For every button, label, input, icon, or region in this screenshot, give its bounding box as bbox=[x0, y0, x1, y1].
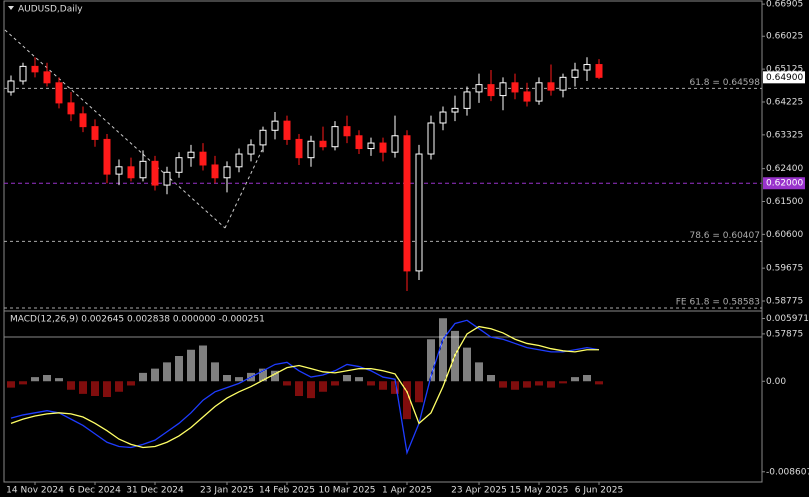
candle-body bbox=[19, 65, 27, 82]
x-tick-label: 14 Feb 2025 bbox=[259, 486, 315, 496]
candle-body bbox=[55, 82, 63, 104]
candle-body bbox=[523, 91, 531, 102]
candle-body bbox=[547, 82, 555, 91]
trend-line bbox=[4, 29, 226, 229]
candle-body bbox=[259, 129, 267, 146]
candle-body bbox=[79, 113, 87, 128]
y-tick-label: 0.00 bbox=[766, 377, 786, 387]
candle-body bbox=[223, 166, 231, 179]
candle-body bbox=[451, 107, 459, 113]
candle-body bbox=[583, 64, 591, 71]
price-marker-label: 0.64900 bbox=[766, 73, 803, 83]
candle-body bbox=[7, 80, 15, 93]
candle-body bbox=[175, 157, 183, 173]
macd-title: MACD(12,26,9) 0.002645 0.002838 0.000000… bbox=[10, 315, 265, 325]
x-tick-label: 14 Nov 2024 bbox=[6, 486, 64, 496]
candle-body bbox=[115, 166, 123, 175]
candle-body bbox=[31, 65, 39, 73]
y-tick-label: 0.57875 bbox=[766, 329, 803, 339]
candle-body bbox=[439, 111, 447, 124]
candle-body bbox=[379, 142, 387, 153]
candle-body bbox=[535, 82, 543, 102]
level-label: 61.8 = 0.64598 bbox=[689, 78, 760, 88]
y-tick-label: -0.008607 bbox=[766, 467, 809, 477]
candle-body bbox=[127, 166, 135, 179]
candle-body bbox=[427, 122, 435, 155]
y-tick-label: 0.66025 bbox=[766, 32, 803, 42]
candle-body bbox=[367, 142, 375, 150]
price-marker bbox=[763, 71, 805, 84]
macd-line bbox=[10, 325, 599, 449]
candle-body bbox=[355, 135, 363, 150]
candle-body bbox=[499, 82, 507, 97]
candle-body bbox=[247, 144, 255, 155]
candle-body bbox=[139, 160, 147, 179]
x-tick-label: 1 Apr 2025 bbox=[382, 486, 432, 496]
macd-line bbox=[10, 319, 600, 456]
y-tick-label: 0.58775 bbox=[766, 297, 803, 307]
candle-body bbox=[67, 102, 75, 115]
chart-title: AUDUSD,Daily bbox=[18, 5, 83, 15]
x-tick-label: 6 Dec 2024 bbox=[69, 486, 121, 496]
y-tick-label: 0.63325 bbox=[766, 130, 803, 140]
candle-body bbox=[235, 153, 243, 168]
candle-body bbox=[199, 151, 207, 166]
x-tick-label: 15 May 2025 bbox=[510, 486, 569, 496]
level-label: FE 61.8 = 0.58583 bbox=[676, 298, 760, 308]
y-tick-label: 0.005971 bbox=[766, 314, 809, 324]
price-marker bbox=[763, 177, 805, 190]
menu-arrow bbox=[8, 6, 14, 10]
candle-body bbox=[295, 138, 303, 159]
y-tick-label: 0.64225 bbox=[766, 97, 803, 107]
macd-pane bbox=[3, 310, 763, 483]
candle-body bbox=[475, 84, 483, 93]
candle-body bbox=[571, 69, 579, 78]
x-tick-label: 10 Mar 2025 bbox=[318, 486, 375, 496]
candle-body bbox=[391, 135, 399, 153]
candle-body bbox=[187, 151, 195, 159]
candle-body bbox=[415, 153, 423, 272]
candle-body bbox=[283, 120, 291, 140]
x-tick-label: 6 Jun 2025 bbox=[575, 486, 623, 496]
y-tick-label: 0.62400 bbox=[766, 164, 803, 174]
candle-body bbox=[151, 160, 159, 186]
y-tick-label: 0.61500 bbox=[766, 197, 803, 207]
candle-body bbox=[463, 91, 471, 109]
candle-body bbox=[343, 126, 351, 137]
y-tick-label: 0.65125 bbox=[766, 65, 803, 75]
price-marker-label: 0.62000 bbox=[766, 179, 803, 189]
candle-body bbox=[511, 82, 519, 93]
candle-body bbox=[403, 135, 411, 272]
candle-body bbox=[271, 120, 279, 131]
level-label: 78.6 = 0.60407 bbox=[689, 231, 760, 241]
candle-body bbox=[103, 138, 111, 175]
candle-body bbox=[331, 126, 339, 148]
x-tick-label: 31 Dec 2024 bbox=[126, 486, 184, 496]
y-tick-label: 0.59675 bbox=[766, 264, 803, 274]
y-tick-label: 0.66905 bbox=[766, 0, 803, 10]
candle-body bbox=[307, 140, 315, 159]
candle-body bbox=[595, 64, 603, 78]
x-tick-label: 23 Apr 2025 bbox=[451, 486, 507, 496]
candle-body bbox=[163, 171, 171, 186]
candle-body bbox=[319, 140, 327, 148]
candle-body bbox=[43, 71, 51, 84]
trend-line bbox=[224, 149, 263, 229]
candle-body bbox=[211, 164, 219, 179]
candle-body bbox=[487, 84, 495, 97]
candle-body bbox=[559, 76, 567, 91]
x-tick-label: 23 Jan 2025 bbox=[200, 486, 254, 496]
y-tick-label: 0.60600 bbox=[766, 230, 803, 240]
candle-body bbox=[91, 126, 99, 140]
